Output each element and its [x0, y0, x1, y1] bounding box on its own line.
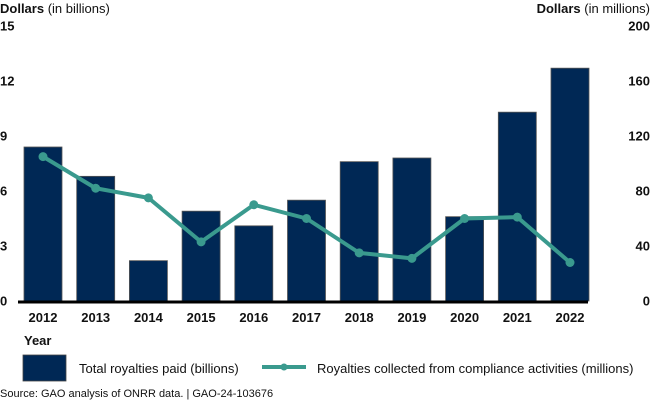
x-tick-label: 2022: [556, 310, 585, 325]
bar-series: [23, 67, 590, 302]
x-axis-ticks: 2012 2013 2014 2015 2016 2017 2018 2019 2020 2021…: [29, 310, 585, 325]
right-tick-label: 40: [636, 239, 650, 254]
bar-2021: [497, 111, 537, 302]
left-axis-title: Dollars (in billions): [0, 1, 110, 16]
right-tick-label: 200: [628, 19, 650, 34]
legend: Total royalties paid (billions) Royaltie…: [22, 354, 633, 382]
right-axis-ticks: 0 40 80 120 160 200: [628, 19, 650, 309]
legend-bar-swatch: [22, 354, 67, 382]
x-tick-label: 2016: [239, 310, 268, 325]
bar-2015: [181, 210, 221, 302]
x-tick-label: 2021: [503, 310, 532, 325]
x-tick-label: 2019: [397, 310, 426, 325]
right-axis-title: Dollars (in millions): [537, 1, 650, 16]
line-point-2012: [38, 152, 48, 162]
bar-2016: [234, 225, 274, 302]
x-tick-label: 2018: [345, 310, 374, 325]
bar-2018: [339, 161, 379, 302]
right-tick-label: 120: [628, 129, 650, 144]
line-point-2022: [565, 258, 575, 267]
line-point-2019: [407, 253, 417, 263]
legend-line-marker: [280, 363, 288, 371]
bar-2013: [76, 175, 116, 302]
legend-line-label: Royalties collected from compliance acti…: [317, 361, 633, 376]
line-point-2015: [196, 237, 206, 247]
bar-2019: [392, 157, 432, 302]
line-point-2017: [302, 214, 311, 223]
bar-2022: [550, 67, 590, 302]
left-tick-label: 15: [0, 19, 14, 34]
left-tick-label: 9: [0, 129, 7, 144]
left-axis-ticks: 0 3 6 9 12 15: [0, 19, 14, 309]
right-tick-label: 80: [636, 184, 650, 199]
legend-bar-label: Total royalties paid (billions): [79, 361, 239, 376]
bar-2014: [128, 260, 168, 302]
line-point-2014: [143, 193, 153, 203]
right-tick-label: 160: [628, 74, 650, 89]
x-tick-label: 2020: [450, 310, 479, 325]
line-point-2020: [460, 214, 470, 223]
left-tick-label: 3: [0, 239, 7, 254]
bar-2012: [23, 146, 63, 302]
x-tick-label: 2017: [292, 310, 321, 325]
line-series: [38, 152, 575, 267]
left-tick-label: 0: [0, 294, 7, 309]
left-tick-label: 6: [0, 184, 7, 199]
line-point-2013: [91, 183, 101, 193]
left-tick-label: 12: [0, 74, 14, 89]
source-note: Source: GAO analysis of ONRR data. | GAO…: [0, 388, 273, 400]
x-tick-label: 2014: [134, 310, 164, 325]
line-point-2018: [354, 248, 364, 258]
x-tick-label: 2012: [29, 310, 58, 325]
line-point-2021: [512, 212, 522, 222]
x-tick-label: 2015: [187, 310, 216, 325]
right-tick-label: 0: [643, 294, 650, 309]
x-tick-label: 2013: [81, 310, 110, 325]
line-point-2016: [249, 200, 259, 210]
x-axis-title: Year: [24, 333, 51, 348]
bar-2020: [445, 216, 485, 302]
